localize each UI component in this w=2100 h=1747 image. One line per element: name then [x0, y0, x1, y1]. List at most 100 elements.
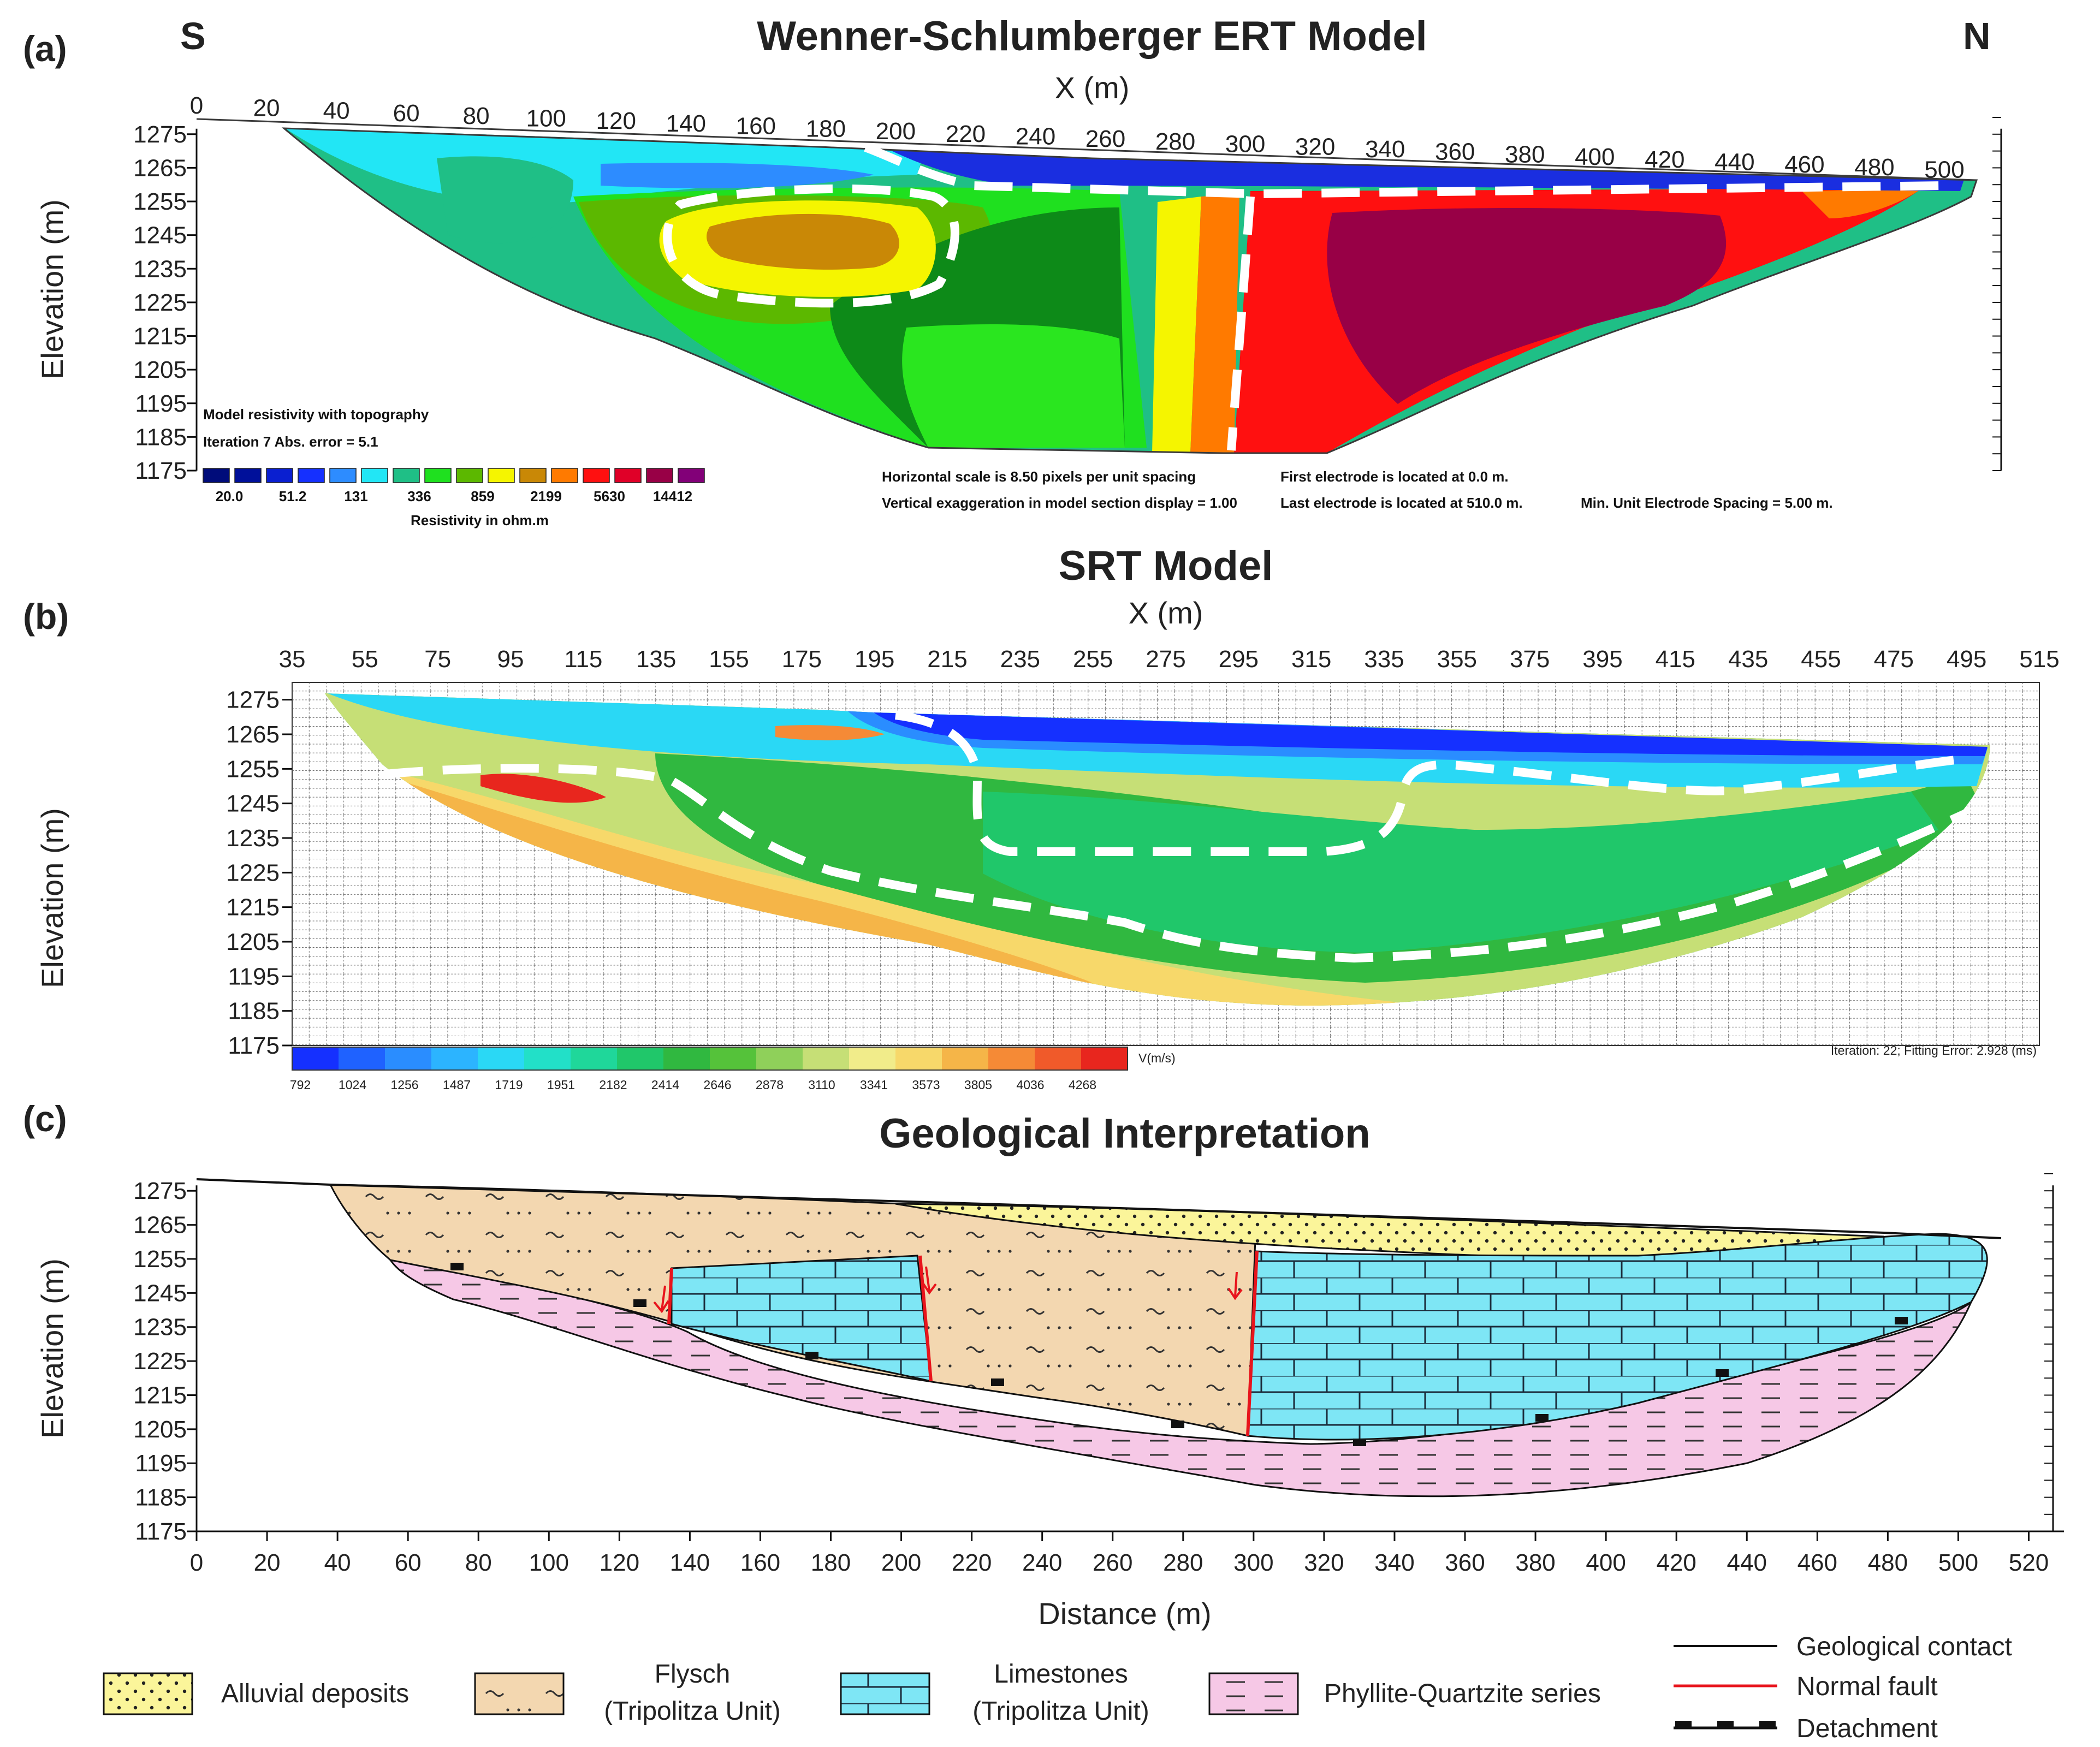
x-tick-label: 55: [352, 646, 378, 673]
srt-red-anomaly: [480, 774, 606, 803]
fault-arrow-3: [1227, 1271, 1243, 1300]
x-tick-label: 360: [1445, 1549, 1485, 1576]
detachment-markers: [450, 1263, 1908, 1446]
y-tick-label: 1235: [133, 1314, 187, 1341]
legend-swatch-flysch: [474, 1672, 565, 1715]
ert-yellow-band: [1152, 197, 1201, 453]
ert-brown-core: [707, 213, 899, 270]
chart-b-ylabel: Elevation (m): [35, 808, 69, 988]
ert-info-5: First electrode is located at 0.0 m.: [1280, 468, 1509, 485]
ert-topography-line: [196, 118, 1978, 454]
chart-a-right-ticks: [1992, 117, 2002, 471]
fault-arrow-2: [922, 1266, 937, 1295]
legend-label-detachment: Detachment: [1796, 1714, 1938, 1743]
x-tick-label: 475: [1874, 646, 1914, 673]
chart-c-xlabel: Distance (m): [1038, 1596, 1211, 1631]
x-tick-label: 140: [670, 1549, 710, 1576]
x-tick-label: 280: [1163, 1549, 1203, 1576]
ert-info-1: Model resistivity with topography: [203, 406, 429, 423]
x-tick-label: 175: [782, 646, 822, 673]
ert-dashed-anomaly: [663, 184, 959, 308]
ert-colorbar-swatch: [361, 468, 388, 483]
x-tick-label: 300: [1225, 131, 1265, 158]
x-tick-label: 440: [1727, 1549, 1767, 1576]
y-tick-label: 1255: [133, 1246, 187, 1273]
srt-colorbar-swatch: [663, 1047, 710, 1070]
srt-colorbar-swatch: [895, 1047, 942, 1070]
srt-colorbar-swatch: [571, 1047, 618, 1070]
ert-colorbar-swatch: [583, 468, 610, 483]
ert-info-7: Min. Unit Electrode Spacing = 5.00 m.: [1581, 495, 1833, 511]
ert-orange-edge: [1802, 188, 1922, 218]
ert-section: [284, 128, 1977, 453]
panel-a-label: (a): [23, 28, 67, 69]
x-tick-label: 180: [811, 1549, 851, 1576]
srt-colorbar-title: V(m/s): [1138, 1051, 1176, 1065]
x-tick-label: 80: [465, 1549, 492, 1576]
panel-b-label: (b): [23, 596, 69, 637]
normal-fault-2: [918, 1255, 933, 1382]
x-tick-label: 100: [526, 105, 566, 132]
y-tick-label: 1175: [135, 1518, 187, 1545]
legend-label-limestones-unit: (Tripolitza Unit): [972, 1697, 1149, 1726]
y-tick-label: 1195: [135, 390, 187, 417]
detachment-marker: [1353, 1439, 1366, 1446]
srt-colorbar-label: 2646: [703, 1078, 731, 1092]
ert-dashed-fault: [1227, 196, 1255, 451]
srt-colorbar-swatch: [988, 1047, 1035, 1070]
y-tick-label: 1205: [133, 356, 187, 383]
srt-colorbar-swatch: [524, 1047, 571, 1070]
x-tick-label: 335: [1364, 646, 1404, 673]
legend-detachment-block: [1675, 1721, 1692, 1729]
detachment-marker: [633, 1299, 646, 1307]
srt-colorbar-swatch: [431, 1047, 478, 1070]
x-tick-label: 140: [666, 110, 706, 137]
srt-colorbar-label: 3573: [912, 1078, 940, 1092]
x-tick-label: 435: [1728, 646, 1768, 673]
y-tick-label: 1195: [228, 963, 280, 990]
x-tick-label: 40: [323, 97, 350, 124]
y-tick-label: 1195: [135, 1450, 187, 1477]
srt-colorbar-label: 2414: [651, 1078, 679, 1092]
srt-colorbar-swatch: [1035, 1047, 1082, 1070]
ert-dashed-upper-contact: [864, 143, 1944, 199]
y-tick-label: 1175: [228, 1032, 280, 1059]
y-tick-label: 1275: [226, 687, 280, 714]
x-tick-label: 480: [1854, 154, 1894, 181]
x-tick-label: 320: [1295, 133, 1335, 160]
x-tick-label: 0: [190, 1549, 203, 1576]
legend-swatch-phyllite: [1208, 1672, 1299, 1715]
chart-b-xlabel: X (m): [1129, 596, 1203, 630]
x-tick-label: 35: [279, 646, 306, 673]
chart-c-right-ticks: [2044, 1173, 2054, 1532]
x-tick-label: 40: [324, 1549, 351, 1576]
y-tick-label: 1185: [135, 424, 187, 450]
srt-colorbar-label: 1487: [443, 1078, 471, 1092]
x-tick-label: 180: [806, 115, 846, 142]
ert-colorbar-swatch: [298, 468, 325, 483]
ert-green-lens: [437, 156, 573, 243]
x-tick-label: 340: [1374, 1549, 1414, 1576]
y-tick-label: 1235: [133, 255, 187, 282]
x-tick-label: 420: [1645, 146, 1684, 173]
dir-south-label: S: [180, 15, 206, 57]
srt-deep-blue-top: [874, 712, 1988, 756]
y-tick-label: 1245: [133, 1280, 187, 1306]
srt-colorbar-label: 1951: [547, 1078, 575, 1092]
srt-colorbar-label: 2878: [756, 1078, 784, 1092]
srt-colorbar-swatch: [617, 1047, 664, 1070]
y-tick-label: 1275: [133, 121, 187, 148]
ert-colorbar-swatch: [519, 468, 547, 483]
srt-colorbar-swatch: [756, 1047, 803, 1070]
srt-colorbar-label: 1256: [390, 1078, 418, 1092]
ert-info-2: Iteration 7 Abs. error = 5.1: [203, 433, 378, 450]
chart-c-title: Geological Interpretation: [879, 1110, 1370, 1157]
legend-swatch-limestones: [840, 1672, 930, 1715]
ert-colorbar-swatch: [393, 468, 420, 483]
x-tick-label: 135: [636, 646, 676, 673]
x-tick-label: 120: [600, 1549, 639, 1576]
srt-colorbar-label: 4268: [1069, 1078, 1096, 1092]
ert-info-4: Vertical exaggeration in model section d…: [882, 495, 1237, 511]
ert-info-6: Last electrode is located at 510.0 m.: [1280, 495, 1523, 511]
legend-label-phyllite: Phyllite-Quartzite series: [1324, 1679, 1601, 1708]
